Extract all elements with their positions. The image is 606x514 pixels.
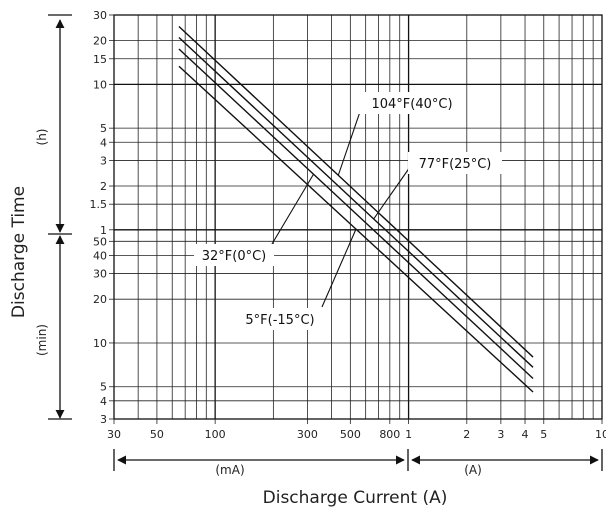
callout-label: 32°F(0°C) [202, 249, 267, 264]
x-tick-label: 100 [205, 428, 226, 441]
y-hours-unit: (h) [35, 129, 49, 146]
callout-label: 5°F(-15°C) [245, 313, 314, 328]
x-tick-label: 30 [107, 428, 121, 441]
y-tick-label: 5 [100, 381, 107, 394]
y-tick-label: 30 [93, 9, 107, 22]
y-tick-label: 10 [93, 337, 107, 350]
series-lines [178, 26, 534, 393]
x-tick-label: 5 [540, 428, 547, 441]
x-ma-unit: (mA) [215, 463, 244, 477]
callout-background [194, 244, 274, 266]
y-tick-label: 15 [93, 53, 107, 66]
callout-leaders [271, 102, 411, 308]
y-tick-label: 30 [93, 268, 107, 281]
callout-leader [373, 166, 411, 220]
grid-lines [114, 15, 602, 419]
x-tick-label: 4 [522, 428, 529, 441]
x-tick-label: 50 [150, 428, 164, 441]
y-tick-label: 50 [93, 235, 107, 248]
y-tick-label: 40 [93, 249, 107, 262]
x-tick-label: 10 [595, 428, 606, 441]
callout-background [358, 92, 466, 114]
callout-label: 104°F(40°C) [371, 97, 452, 112]
callout-labels: 104°F(40°C) 77°F(25°C) 32°F(0°C) 5°F(-15°C) [194, 92, 502, 330]
y-tick-label: 5 [100, 122, 107, 135]
x-tick-label: 300 [297, 428, 318, 441]
x-tick-label: 500 [340, 428, 361, 441]
x-tick-label: 3 [497, 428, 504, 441]
callout-label: 77°F(25°C) [419, 157, 492, 172]
series-line-3 [178, 65, 534, 393]
x-tick-label: 2 [463, 428, 470, 441]
x-tick-label: 800 [379, 428, 400, 441]
callout-background [238, 308, 322, 330]
y-tick-label: 3 [100, 154, 107, 167]
series-line-1 [178, 37, 534, 368]
x-a-unit: (A) [464, 463, 482, 477]
x-tick-labels: 30 50 100 300 500 800 1 2 3 4 5 10 [107, 419, 606, 441]
y-tick-label: 20 [93, 293, 107, 306]
x-tick-label: 1 [405, 428, 412, 441]
y-minutes-unit: (min) [35, 324, 49, 356]
callout-leader [321, 228, 357, 308]
y-tick-label: 1.5 [90, 198, 108, 211]
series-line-2 [178, 48, 534, 379]
y-tick-label: 20 [93, 35, 107, 48]
y-tick-label: 10 [93, 78, 107, 91]
series-line-0 [178, 26, 534, 358]
callout-leader [271, 173, 314, 245]
y-tick-label: 4 [100, 136, 107, 149]
plot-frame [113, 14, 603, 420]
y-axis-title: Discharge Time [9, 186, 29, 318]
y-tick-label: 4 [100, 395, 107, 408]
x-axis-title: Discharge Current (A) [263, 488, 448, 508]
callout-background [408, 152, 502, 174]
y-tick-label: 2 [100, 180, 107, 193]
y-tick-label: 3 [100, 413, 107, 426]
callout-leader [337, 102, 364, 176]
y-tick-label: 1 [100, 224, 107, 237]
